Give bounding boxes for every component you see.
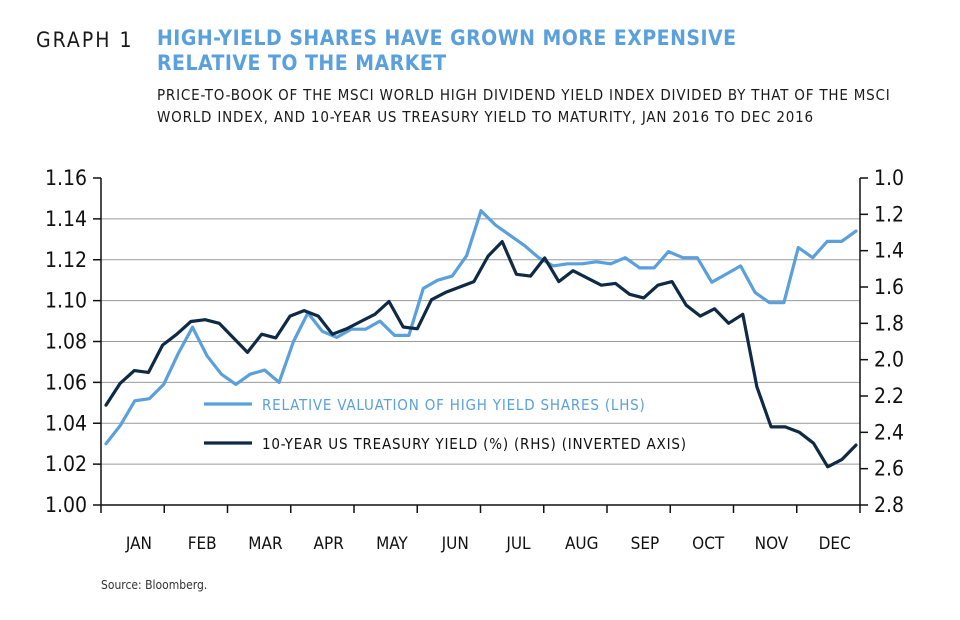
x-tick-label: MAR (248, 534, 283, 554)
left-tick-label: 1.10 (45, 289, 87, 313)
chart-subtitle-line2: WORLD INDEX, AND 10-YEAR US TREASURY YIE… (157, 108, 814, 126)
legend-label-rhs: 10-YEAR US TREASURY YIELD (%) (RHS) (INV… (262, 435, 687, 453)
chart-subtitle: PRICE-TO-BOOK OF THE MSCI WORLD HIGH DIV… (157, 84, 891, 128)
right-tick-label: 2.6 (874, 457, 904, 481)
left-tick-label: 1.12 (45, 248, 87, 272)
chart-title-line1: HIGH-YIELD SHARES HAVE GROWN MORE EXPENS… (157, 26, 737, 50)
x-tick-label: JAN (125, 534, 152, 554)
chart-title: HIGH-YIELD SHARES HAVE GROWN MORE EXPENS… (157, 26, 737, 76)
right-tick-label: 2.2 (874, 384, 904, 408)
right-tick-label: 2.0 (874, 348, 904, 372)
chart-title-line2: RELATIVE TO THE MARKET (157, 51, 447, 75)
left-tick-label: 1.08 (45, 330, 87, 354)
right-tick-label: 1.6 (874, 275, 904, 299)
left-tick-label: 1.06 (45, 370, 87, 394)
series-line-rhs (104, 240, 858, 469)
chart-subtitle-line1: PRICE-TO-BOOK OF THE MSCI WORLD HIGH DIV… (157, 86, 891, 104)
graph-label: GRAPH 1 (36, 28, 134, 52)
right-tick-label: 1.8 (874, 311, 904, 335)
right-tick-label: 1.0 (874, 166, 904, 190)
x-tick-label: FEB (188, 534, 217, 554)
x-tick-label: NOV (755, 534, 789, 554)
right-tick-label: 2.4 (874, 420, 904, 444)
x-tick-label: AUG (565, 534, 599, 554)
series-line-lhs (104, 209, 858, 446)
left-tick-label: 1.02 (45, 452, 87, 476)
x-tick-label: MAY (376, 534, 408, 554)
left-tick-label: 1.00 (45, 493, 87, 517)
left-tick-label: 1.04 (45, 411, 87, 435)
right-tick-label: 1.2 (874, 202, 904, 226)
x-tick-label: JUL (505, 534, 531, 554)
x-tick-label: OCT (692, 534, 725, 554)
right-tick-label: 1.4 (874, 239, 904, 263)
x-tick-label: SEP (631, 534, 660, 554)
source-note: Source: Bloomberg. (101, 578, 208, 592)
right-tick-label: 2.8 (874, 493, 904, 517)
left-tick-label: 1.14 (45, 207, 87, 231)
left-tick-label: 1.16 (45, 166, 87, 190)
legend-label-lhs: RELATIVE VALUATION OF HIGH YIELD SHARES … (262, 396, 646, 414)
x-tick-label: DEC (819, 534, 851, 554)
x-tick-label: APR (314, 534, 345, 554)
x-tick-label: JUN (441, 534, 469, 554)
